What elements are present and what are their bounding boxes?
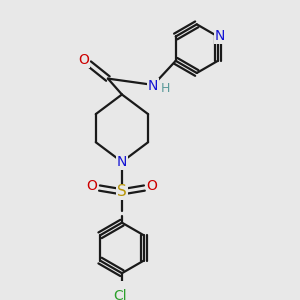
- Text: H: H: [160, 82, 170, 95]
- Text: S: S: [117, 184, 127, 199]
- Text: O: O: [87, 179, 98, 193]
- Text: N: N: [214, 29, 225, 44]
- Text: O: O: [146, 179, 157, 193]
- Text: Cl: Cl: [113, 289, 127, 300]
- Text: O: O: [78, 53, 89, 67]
- Text: N: N: [117, 155, 127, 169]
- Text: N: N: [148, 79, 158, 93]
